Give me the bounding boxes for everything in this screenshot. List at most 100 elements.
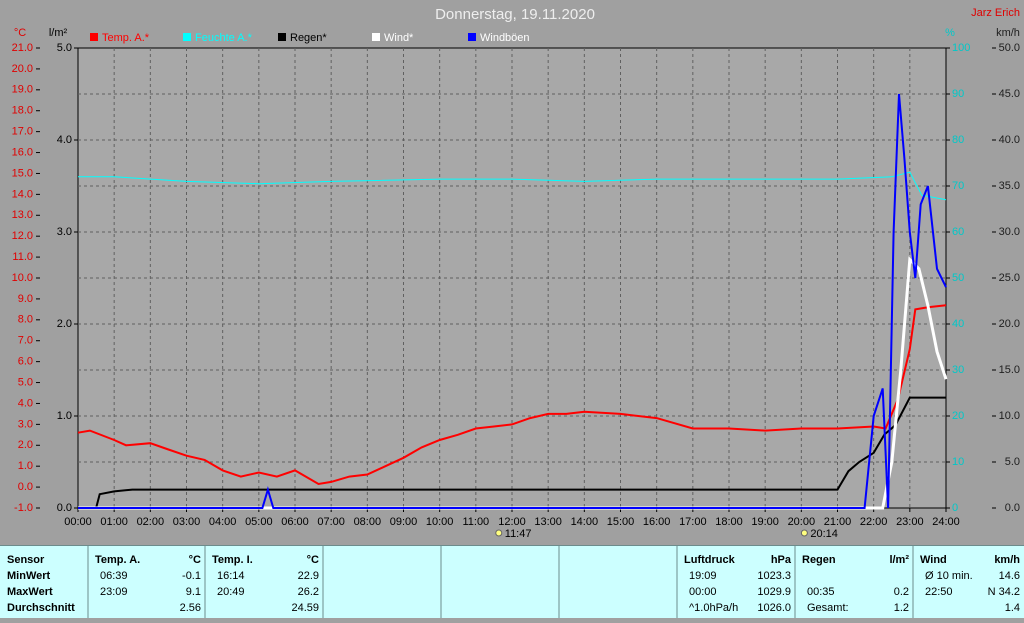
table-cell: 1.2: [894, 602, 909, 614]
y-tick-label: 3.0: [18, 418, 33, 430]
table-header: Sensor: [7, 554, 45, 566]
table-row-label: MinWert: [7, 570, 51, 582]
table-cell: 20:49: [217, 586, 245, 598]
y-tick-label: 100: [952, 42, 970, 54]
y-tick-label: 0.0: [18, 481, 33, 493]
table-cell: 2.56: [180, 602, 201, 614]
series-line: [77, 304, 947, 486]
x-tick-label: 21:00: [824, 516, 852, 528]
y-tick-label: 5.0: [57, 42, 72, 54]
y-tick-label: 10: [952, 456, 964, 468]
table-cell: 14.6: [999, 570, 1020, 582]
y-tick-label: 0.0: [57, 502, 72, 514]
x-tick-label: 01:00: [100, 516, 128, 528]
x-tick-label: 10:00: [426, 516, 454, 528]
chart-title: Donnerstag, 19.11.2020: [435, 6, 595, 23]
y-tick-label: 50.0: [999, 42, 1020, 54]
table-cell: ^1.0hPa/h: [689, 602, 738, 614]
y-tick-label: 0: [952, 502, 958, 514]
table-cell: N 34.2: [988, 586, 1020, 598]
y-tick-label: -1.0: [14, 502, 33, 514]
table-cell: 16:14: [217, 570, 245, 582]
table-cell: 9.1: [186, 586, 201, 598]
y-tick-label: 17.0: [12, 126, 33, 138]
y-tick-label: 10.0: [12, 272, 33, 284]
y-tick-label: 60: [952, 226, 964, 238]
y-tick-label: 20.0: [999, 318, 1020, 330]
table-row-label: Durchschnitt: [7, 602, 75, 614]
y-tick-label: 40.0: [999, 134, 1020, 146]
axis-unit: %: [945, 27, 955, 39]
table-unit: °C: [189, 554, 201, 566]
table-unit: °C: [307, 554, 319, 566]
y-tick-label: 5.0: [1005, 456, 1020, 468]
x-tick-label: 16:00: [643, 516, 671, 528]
y-tick-label: 2.0: [18, 439, 33, 451]
table-row-label: MaxWert: [7, 586, 53, 598]
y-tick-label: 1.0: [57, 410, 72, 422]
legend-swatch: [183, 33, 191, 41]
y-tick-label: 30.0: [999, 226, 1020, 238]
table-cell: 23:09: [100, 586, 128, 598]
table-cell: 0.2: [894, 586, 909, 598]
legend-label: Regen*: [290, 32, 327, 44]
table-cell: Gesamt:: [807, 602, 849, 614]
x-tick-label: 07:00: [317, 516, 345, 528]
table-bg: [0, 545, 1024, 618]
y-tick-label: 45.0: [999, 88, 1020, 100]
legend-swatch: [90, 33, 98, 41]
y-tick-label: 70: [952, 180, 964, 192]
table-grid: [0, 545, 1024, 618]
table-cell: 00:35: [807, 586, 835, 598]
x-tick-label: 05:00: [245, 516, 273, 528]
y-tick-label: 13.0: [12, 209, 33, 221]
y-tick-label: 9.0: [18, 293, 33, 305]
table-cell: 1026.0: [757, 602, 791, 614]
x-tick-label: 03:00: [173, 516, 201, 528]
x-tick-label: 22:00: [860, 516, 888, 528]
y-tick-label: 0.0: [1005, 502, 1020, 514]
y-tick-label: 2.0: [57, 318, 72, 330]
y-tick-label: 5.0: [18, 376, 33, 388]
x-tick-label: 24:00: [932, 516, 960, 528]
table-unit: l/m²: [889, 554, 909, 566]
x-tick-label: 13:00: [534, 516, 562, 528]
x-tick-label: 09:00: [390, 516, 418, 528]
y-tick-label: 8.0: [18, 314, 33, 326]
y-tick-label: 1.0: [18, 460, 33, 472]
y-tick-label: 90: [952, 88, 964, 100]
x-tick-label: 23:00: [896, 516, 924, 528]
x-tick-label: 04:00: [209, 516, 237, 528]
table-cell: 1.4: [1005, 602, 1020, 614]
x-tick-label: 08:00: [354, 516, 382, 528]
y-tick-label: 25.0: [999, 272, 1020, 284]
table-cell: 1023.3: [757, 570, 791, 582]
x-tick-label: 17:00: [679, 516, 707, 528]
y-tick-label: 15.0: [12, 167, 33, 179]
x-tick-label: 20:00: [788, 516, 816, 528]
y-tick-label: 4.0: [57, 134, 72, 146]
table-cell: Ø 10 min.: [925, 570, 973, 582]
y-tick-label: 19.0: [12, 84, 33, 96]
annotation: 20:14: [810, 528, 838, 540]
x-tick-label: 19:00: [751, 516, 779, 528]
y-tick-label: 7.0: [18, 335, 33, 347]
table-cell: 19:09: [689, 570, 717, 582]
table-cell: 24.59: [291, 602, 319, 614]
y-tick-label: 21.0: [12, 42, 33, 54]
x-tick-label: 14:00: [571, 516, 599, 528]
y-tick-label: 35.0: [999, 180, 1020, 192]
y-tick-label: 16.0: [12, 146, 33, 158]
table-cell: -0.1: [182, 570, 201, 582]
x-tick-label: 11:00: [462, 516, 489, 528]
y-tick-label: 20: [952, 410, 964, 422]
x-tick-label: 12:00: [498, 516, 526, 528]
x-tick-label: 18:00: [715, 516, 743, 528]
y-tick-label: 14.0: [12, 188, 33, 200]
table-cell: 1029.9: [757, 586, 791, 598]
sun-icon: [800, 529, 808, 537]
annotation: 11:47: [505, 528, 532, 540]
table-cell: 22.9: [298, 570, 319, 582]
axis-unit: °C: [14, 27, 26, 39]
